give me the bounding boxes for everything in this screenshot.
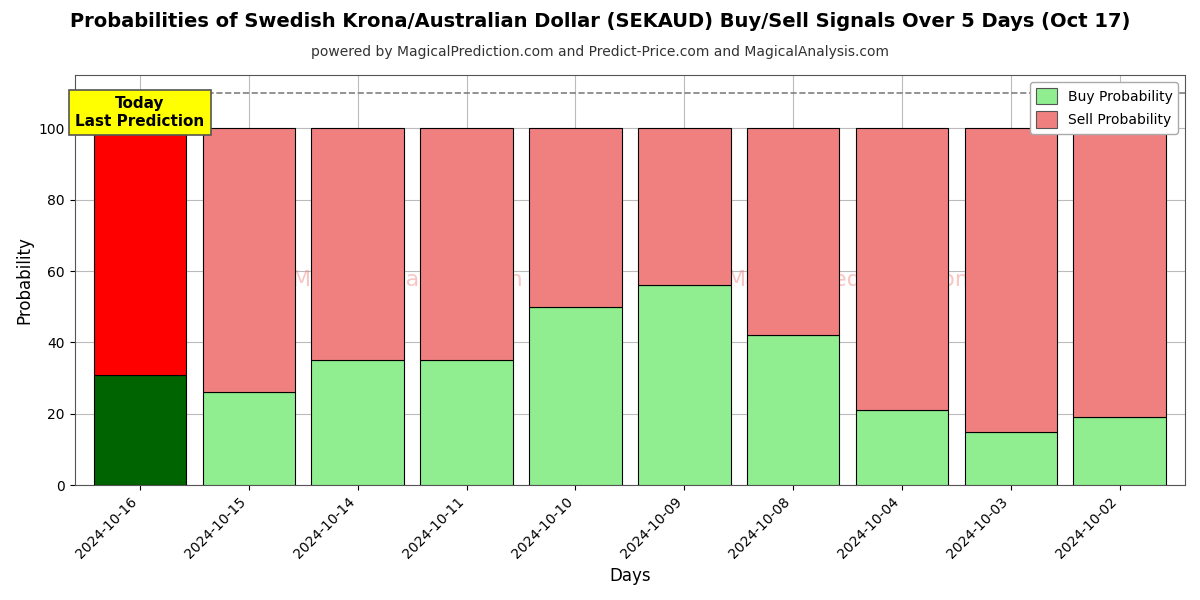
Bar [94, 374, 186, 485]
Text: MagicalPrediction.com: MagicalPrediction.com [727, 270, 977, 290]
Bar [203, 128, 295, 392]
Bar [94, 128, 186, 374]
Bar [1074, 128, 1166, 418]
Text: MagicalAnalysis.com: MagicalAnalysis.com [292, 270, 523, 290]
Bar [1074, 418, 1166, 485]
Bar [638, 286, 731, 485]
Bar [529, 128, 622, 307]
Bar [312, 128, 404, 361]
Text: Probabilities of Swedish Krona/Australian Dollar (SEKAUD) Buy/Sell Signals Over : Probabilities of Swedish Krona/Australia… [70, 12, 1130, 31]
Text: powered by MagicalPrediction.com and Predict-Price.com and MagicalAnalysis.com: powered by MagicalPrediction.com and Pre… [311, 45, 889, 59]
Bar [746, 128, 839, 335]
Bar [638, 128, 731, 286]
Bar [746, 335, 839, 485]
Bar [965, 431, 1057, 485]
Bar [856, 128, 948, 410]
Y-axis label: Probability: Probability [16, 236, 34, 324]
Bar [965, 128, 1057, 431]
Bar [420, 361, 512, 485]
Bar [203, 392, 295, 485]
X-axis label: Days: Days [610, 567, 650, 585]
Bar [856, 410, 948, 485]
Text: Today
Last Prediction: Today Last Prediction [76, 97, 204, 129]
Bar [420, 128, 512, 361]
Bar [529, 307, 622, 485]
Bar [312, 361, 404, 485]
Legend: Buy Probability, Sell Probability: Buy Probability, Sell Probability [1030, 82, 1178, 134]
